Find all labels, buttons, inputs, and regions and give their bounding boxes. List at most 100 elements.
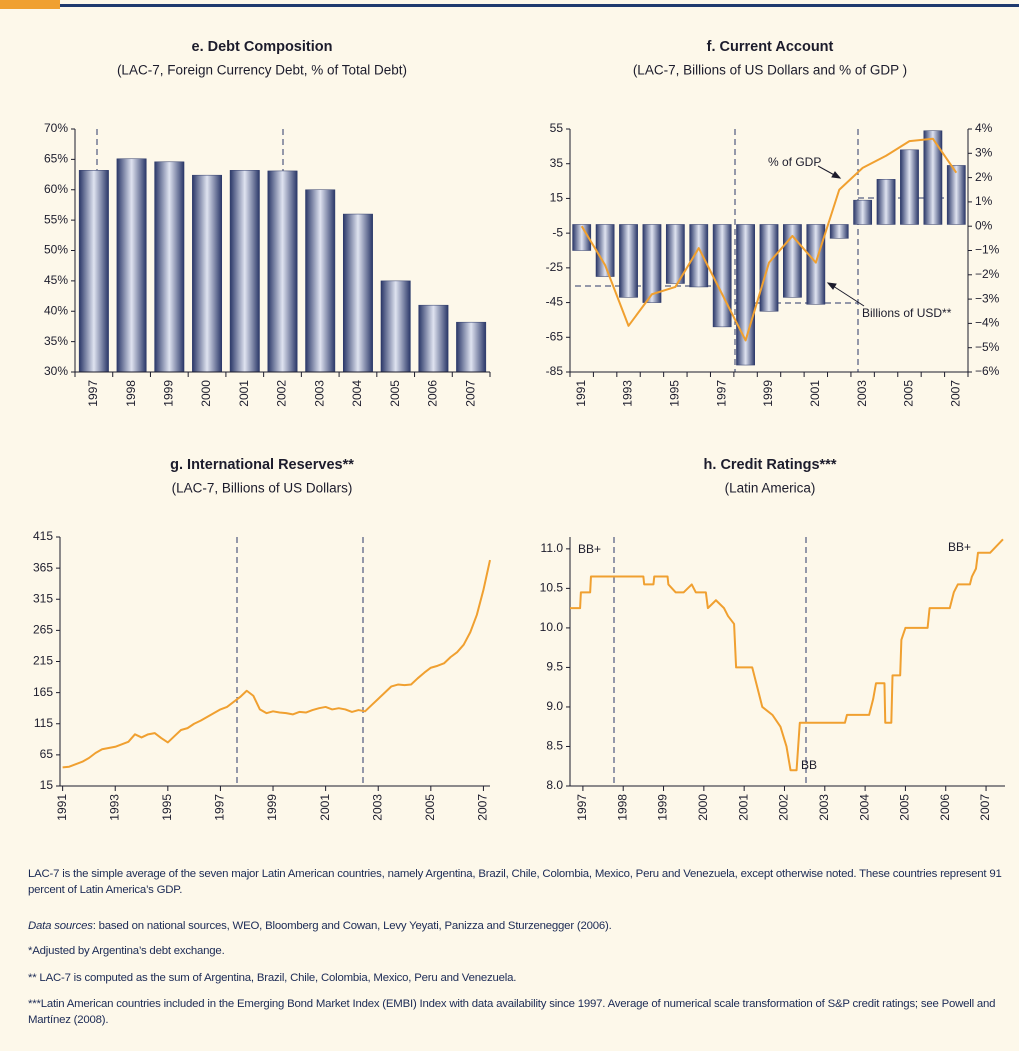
y-tick-label: -45 — [546, 295, 564, 309]
y-tick-label: 55 — [550, 121, 564, 135]
y-tick-label: 415 — [33, 529, 53, 543]
bar — [853, 199, 873, 225]
annotation: Billions of USD** — [862, 306, 952, 320]
x-tick-label: 2001 — [318, 794, 332, 821]
bar — [305, 189, 336, 373]
x-tick-label: 2000 — [199, 380, 213, 407]
x-tick-label: 2003 — [370, 794, 384, 821]
bar — [192, 174, 223, 373]
data-line — [62, 559, 491, 769]
x-tick-label: 1999 — [265, 794, 279, 821]
y-tick-label: 3% — [975, 145, 993, 159]
y-tick-label: 2% — [975, 170, 993, 184]
note-label: Data sources — [28, 920, 93, 932]
bar — [418, 304, 449, 373]
y-tick-label: -25 — [546, 260, 564, 274]
y-tick-label: 55% — [44, 212, 68, 226]
x-tick-label: 1993 — [107, 794, 121, 821]
y-tick-label: -85 — [546, 364, 564, 378]
y-tick-label: −2% — [975, 267, 1000, 281]
x-tick-label: 2005 — [902, 380, 916, 407]
chart-title: e. Debt Composition — [192, 39, 333, 55]
y-tick-label: 40% — [44, 303, 68, 317]
data-line — [580, 137, 958, 342]
y-tick-label: 60% — [44, 182, 68, 196]
x-tick-label: 2005 — [423, 794, 437, 821]
y-tick-label: 4% — [975, 121, 993, 135]
y-tick-label: 65 — [40, 747, 54, 761]
x-tick-label: 2002 — [777, 794, 791, 821]
bar — [619, 224, 638, 298]
y-tick-label: 50% — [44, 243, 68, 257]
note: Data sources: based on national sources,… — [28, 918, 1003, 934]
y-tick-label: 35% — [44, 334, 68, 348]
y-tick-label: 365 — [33, 560, 53, 574]
x-tick-label: 1999 — [161, 380, 175, 407]
y-tick-label: 11.0 — [541, 541, 564, 555]
y-tick-label: 265 — [33, 623, 53, 637]
x-tick-label: 2004 — [350, 380, 364, 407]
bar — [876, 179, 896, 225]
top-rule — [60, 4, 1019, 7]
chart-title: g. International Reserves** — [170, 457, 354, 473]
data-line — [570, 538, 1004, 772]
arrow-head — [831, 171, 842, 179]
bar — [342, 213, 373, 373]
y-tick-label: 70% — [44, 121, 68, 135]
y-tick-label: −6% — [975, 364, 1000, 378]
x-tick-label: 2006 — [938, 794, 952, 821]
bar — [829, 224, 849, 239]
bar — [456, 321, 487, 373]
x-tick-label: 2007 — [463, 380, 477, 407]
x-tick-label: 2007 — [948, 380, 962, 407]
y-tick-label: 30% — [44, 364, 68, 378]
annotation: BB+ — [578, 542, 601, 556]
y-tick-label: 35 — [550, 156, 564, 170]
y-tick-label: 9.0 — [546, 699, 563, 713]
arrow-head — [826, 282, 837, 290]
note: *Adjusted by Argentina’s debt exchange. — [28, 945, 225, 957]
y-tick-label: 1% — [975, 194, 993, 208]
reference-lines — [96, 129, 968, 786]
x-tick-label: 2005 — [898, 794, 912, 821]
note: LAC-7 is the simple average of the seven… — [28, 868, 1002, 896]
bar — [923, 130, 943, 225]
chart-subtitle: (Latin America) — [725, 481, 816, 496]
note: ** LAC-7 is computed as the sum of Argen… — [28, 972, 517, 984]
bar — [572, 224, 592, 251]
x-tick-label: 1993 — [621, 380, 635, 407]
bar — [380, 280, 411, 373]
bar — [267, 170, 298, 373]
y-tick-label: -5 — [552, 225, 563, 239]
chart-title: h. Credit Ratings*** — [704, 457, 837, 473]
bar — [595, 224, 615, 277]
y-tick-label: −3% — [975, 291, 1000, 305]
x-tick-label: 2007 — [476, 794, 490, 821]
chart-subtitle: (LAC-7, Foreign Currency Debt, % of Tota… — [117, 63, 407, 78]
chart-title: f. Current Account — [707, 39, 834, 55]
x-tick-label: 1997 — [213, 794, 227, 821]
x-tick-label: 1997 — [714, 380, 728, 407]
y-tick-label: 315 — [33, 591, 53, 605]
bar — [736, 224, 755, 366]
arrows — [817, 165, 865, 307]
bar — [116, 158, 147, 373]
x-tick-label: 2003 — [855, 380, 869, 407]
bar — [229, 170, 260, 373]
y-tick-label: −5% — [975, 340, 1000, 354]
x-tick-label: 2001 — [237, 380, 251, 407]
y-tick-label: 215 — [33, 654, 53, 668]
bar — [783, 224, 802, 298]
x-tick-label: 2005 — [388, 380, 402, 407]
x-tick-label: 1995 — [160, 794, 174, 821]
x-tick-label: 1998 — [615, 794, 629, 821]
y-tick-label: −4% — [975, 316, 1000, 330]
x-tick-label: 1991 — [55, 794, 69, 821]
bar — [642, 224, 662, 303]
arrow — [829, 283, 865, 307]
bar — [946, 165, 966, 225]
x-tick-label: 1991 — [574, 380, 588, 407]
x-tick-label: 1999 — [761, 380, 775, 407]
y-tick-label: 10.0 — [540, 620, 564, 634]
